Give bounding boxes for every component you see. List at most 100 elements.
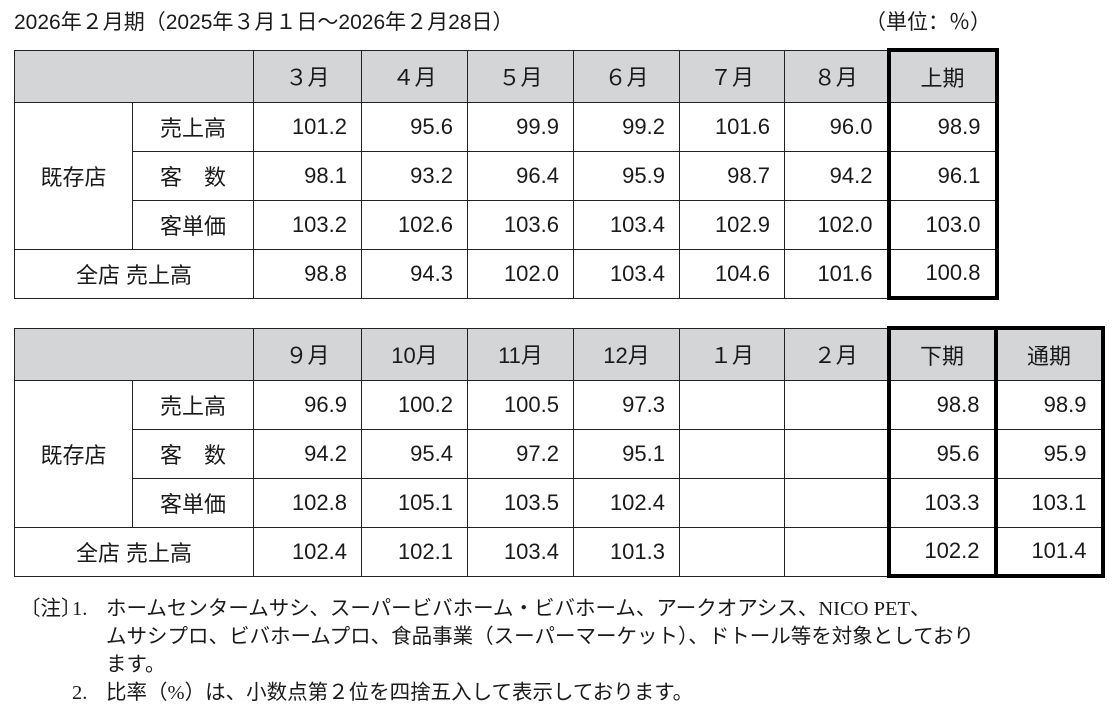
cell-total: 101.4 [993, 526, 1105, 578]
row-label: 全店 売上高 [14, 248, 254, 299]
footnote-2: 2. 比率（%）は、小数点第２位を四捨五入して表示しております。 [20, 679, 1086, 707]
cell: 98.8 [253, 248, 362, 299]
first-half-table: ３月 ４月 ５月 ６月 ７月 ８月 上期 既存店 売上高 101.2 95.6 … [14, 48, 999, 300]
header-blank [14, 327, 254, 381]
col-header: ６月 [573, 49, 680, 103]
cell: 101.3 [573, 526, 680, 577]
cell: 103.2 [253, 199, 362, 250]
cell: 101.2 [253, 101, 362, 152]
cell-total: 103.3 [886, 477, 998, 528]
cell [784, 379, 889, 430]
table-row: 客 数 94.2 95.4 97.2 95.1 95.6 95.9 [15, 428, 1105, 479]
row-label: 全店 売上高 [14, 526, 254, 577]
cell: 95.1 [573, 428, 680, 479]
cell: 102.6 [361, 199, 468, 250]
cell-total: 103.1 [993, 477, 1105, 528]
cell-total: 102.2 [886, 526, 998, 578]
footnote-line: ホームセンタームサシ、スーパービバホーム・ビバホーム、アークオアシス、NICO … [106, 598, 931, 620]
footnote-number: 2. [72, 682, 88, 704]
cell: 104.6 [679, 248, 785, 299]
cell: 97.3 [573, 379, 680, 430]
cell: 102.0 [784, 199, 889, 250]
row-label: 売上高 [132, 101, 254, 152]
cell: 102.4 [573, 477, 680, 528]
row-group-label: 既存店 [14, 379, 133, 528]
cell-total: 95.6 [886, 428, 998, 479]
footnote-number: 1. [72, 598, 88, 620]
cell [784, 477, 889, 528]
header-row: ３月 ４月 ５月 ６月 ７月 ８月 上期 [14, 48, 999, 103]
cell: 105.1 [361, 477, 468, 528]
cell [679, 526, 785, 577]
cell-total: 95.9 [993, 428, 1105, 479]
row-label: 売上高 [132, 379, 254, 430]
cell: 93.2 [361, 150, 468, 201]
col-header: ２月 [784, 327, 889, 381]
table-row: 客単価 102.8 105.1 103.5 102.4 103.3 103.1 [15, 477, 1105, 528]
cell: 98.1 [253, 150, 362, 201]
cell-total: 98.9 [886, 101, 999, 152]
cell [784, 526, 889, 577]
cell: 102.8 [253, 477, 362, 528]
cell [784, 428, 889, 479]
col-header: ９月 [253, 327, 362, 381]
row-group-label: 既存店 [14, 101, 133, 250]
table-row: 客 数 98.1 93.2 96.4 95.9 98.7 94.2 96.1 [15, 150, 999, 201]
footnote-prefix: 〔注〕 [20, 598, 82, 620]
col-header: ８月 [784, 49, 889, 103]
footnote-text: ホームセンタームサシ、スーパービバホーム・ビバホーム、アークオアシス、NICO … [106, 595, 1086, 679]
row-label: 客 数 [132, 150, 254, 201]
cell: 100.5 [467, 379, 574, 430]
cell-total: 100.8 [886, 248, 999, 300]
cell: 94.3 [361, 248, 468, 299]
cell: 99.9 [467, 101, 574, 152]
cell: 97.2 [467, 428, 574, 479]
report-title: 2026年２月期（2025年３月１日～2026年２月28日） [14, 11, 514, 34]
cell: 103.5 [467, 477, 574, 528]
cell: 96.0 [784, 101, 889, 152]
col-header-full-year: 通期 [993, 326, 1105, 381]
col-header: ７月 [679, 49, 785, 103]
cell: 102.4 [253, 526, 362, 577]
cell-total: 98.9 [993, 379, 1105, 430]
second-half-table: ９月 10月 11月 12月 １月 ２月 下期 通期 既存店 売上高 96.9 … [14, 326, 1105, 578]
cell: 99.2 [573, 101, 680, 152]
footnote-line: ます。 [106, 654, 166, 676]
table-row: 既存店 売上高 96.9 100.2 100.5 97.3 98.8 98.9 [14, 379, 1105, 528]
cell: 102.0 [467, 248, 574, 299]
col-header: 11月 [467, 327, 574, 381]
cell-total: 103.0 [886, 199, 999, 250]
cell-total: 98.8 [886, 379, 998, 430]
cell: 101.6 [679, 101, 785, 152]
col-header: ４月 [361, 49, 468, 103]
cell: 103.6 [467, 199, 574, 250]
cell: 103.4 [573, 248, 680, 299]
col-header: １月 [679, 327, 785, 381]
cell: 103.4 [573, 199, 680, 250]
cell: 101.6 [784, 248, 889, 299]
footnote-text: 比率（%）は、小数点第２位を四捨五入して表示しております。 [106, 679, 1086, 707]
row-label: 客単価 [132, 477, 254, 528]
col-header: 10月 [361, 327, 468, 381]
cell: 94.2 [253, 428, 362, 479]
cell: 94.2 [784, 150, 889, 201]
col-header-second-half: 下期 [886, 326, 998, 381]
cell: 98.7 [679, 150, 785, 201]
footnote-1: 〔注〕 1. ホームセンタームサシ、スーパービバホーム・ビバホーム、アークオアシ… [20, 595, 1086, 679]
cell: 100.2 [361, 379, 468, 430]
footnote-line: 比率（%）は、小数点第２位を四捨五入して表示しております。 [106, 682, 694, 704]
cell: 96.9 [253, 379, 362, 430]
cell: 95.9 [573, 150, 680, 201]
cell: 103.4 [467, 526, 574, 577]
cell [679, 379, 785, 430]
col-header: ５月 [467, 49, 574, 103]
table-row: 既存店 売上高 101.2 95.6 99.9 99.2 101.6 96.0 … [14, 101, 999, 250]
col-header: ３月 [253, 49, 362, 103]
cell [679, 428, 785, 479]
footnote-line: ムサシプロ、ビバホームプロ、食品事業（スーパーマーケット）、ドトール等を対象とし… [106, 626, 974, 648]
row-label: 客 数 [132, 428, 254, 479]
cell [679, 477, 785, 528]
header-row: ９月 10月 11月 12月 １月 ２月 下期 通期 [14, 326, 1105, 381]
table-row: 客単価 103.2 102.6 103.6 103.4 102.9 102.0 … [15, 199, 999, 250]
cell: 95.6 [361, 101, 468, 152]
